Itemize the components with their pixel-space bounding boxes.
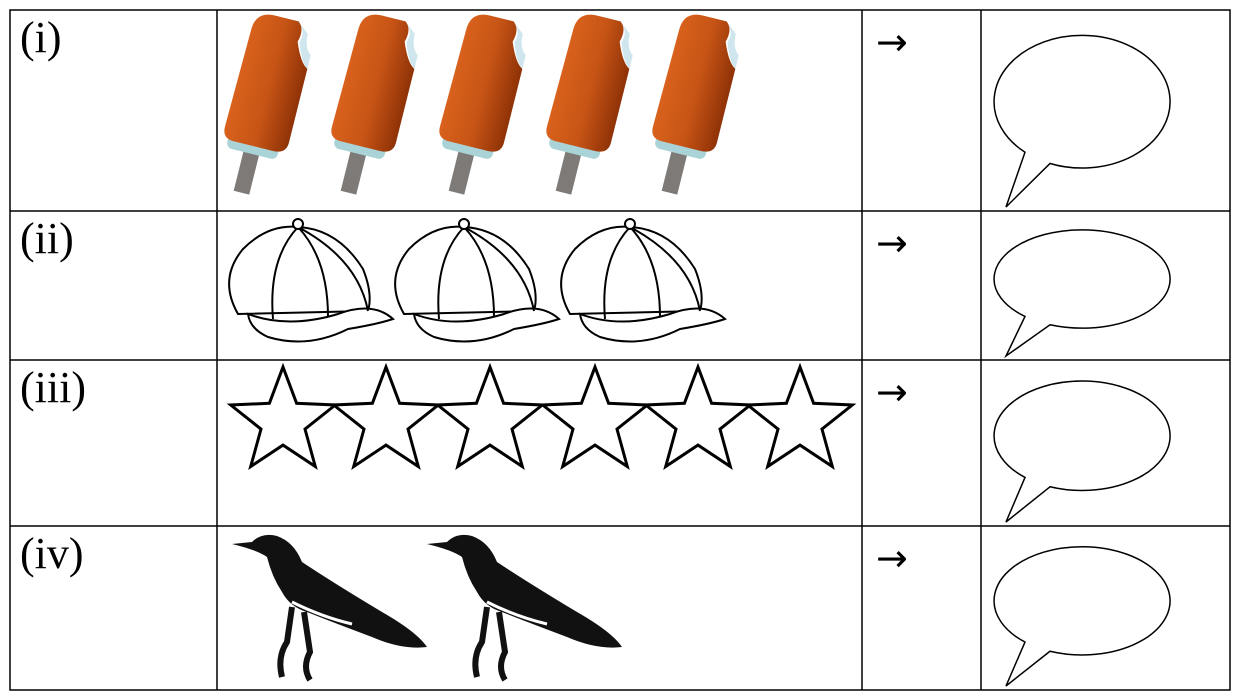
star xyxy=(226,362,340,470)
cap xyxy=(560,218,727,343)
popsicle-stick xyxy=(448,142,477,195)
popsicle xyxy=(331,14,418,195)
cap-button xyxy=(458,218,470,230)
cap-seams xyxy=(603,226,701,320)
bird-belly xyxy=(291,600,353,626)
popsicle-bite xyxy=(726,21,739,69)
cap-crown xyxy=(560,225,703,316)
bird-body xyxy=(427,534,622,648)
arrow: → xyxy=(876,221,908,265)
cap xyxy=(394,218,561,343)
popsicle-body xyxy=(546,14,630,152)
speech-bubble xyxy=(993,34,1171,208)
popsicle-stick xyxy=(233,142,262,195)
popsicle-body xyxy=(224,14,308,152)
cap xyxy=(228,218,395,343)
cap-button xyxy=(624,218,636,230)
row: (ii) → xyxy=(20,214,1171,359)
row-label: (ii) xyxy=(20,214,74,263)
popsicle-bite xyxy=(513,21,526,69)
popsicle-bite xyxy=(620,21,633,69)
bird-belly xyxy=(486,600,548,626)
popsicle-bite xyxy=(405,21,418,69)
cap-brim xyxy=(412,307,561,343)
row-label: (i) xyxy=(20,13,62,62)
popsicle-stick xyxy=(661,142,690,195)
popsicle xyxy=(652,14,739,195)
star xyxy=(329,362,443,470)
popsicle-body xyxy=(652,14,736,152)
bird-legs xyxy=(472,606,509,682)
bird-legs xyxy=(277,606,314,682)
arrow: → xyxy=(876,370,908,414)
row-label: (iii) xyxy=(20,363,86,412)
arrow: → xyxy=(876,20,908,64)
bird xyxy=(232,534,427,682)
row: (i) → xyxy=(20,13,1171,208)
cap-crown xyxy=(394,225,537,316)
row-label: (iv) xyxy=(20,529,84,578)
star xyxy=(743,362,857,470)
popsicle-stick xyxy=(555,142,584,195)
speech-bubble xyxy=(993,229,1171,359)
popsicle-stick xyxy=(340,142,369,195)
star xyxy=(641,362,755,470)
cap-seams xyxy=(271,226,369,320)
row: (iv) → xyxy=(20,529,1171,687)
popsicle xyxy=(224,14,311,195)
popsicle-bite xyxy=(298,21,311,69)
cap-brim xyxy=(578,307,727,343)
speech-bubble xyxy=(993,545,1171,687)
arrow: → xyxy=(876,536,908,580)
speech-bubble xyxy=(993,380,1171,523)
popsicle xyxy=(546,14,633,195)
cap-brim xyxy=(246,307,395,343)
bird-body xyxy=(232,534,427,648)
popsicle-body xyxy=(331,14,415,152)
popsicle xyxy=(439,14,526,195)
star xyxy=(433,362,547,470)
table-grid xyxy=(9,9,1231,691)
popsicle-body xyxy=(439,14,523,152)
bird xyxy=(427,534,622,682)
star xyxy=(538,362,652,470)
cap-button xyxy=(292,218,304,230)
cap-seams xyxy=(437,226,535,320)
row: (iii) → xyxy=(20,362,1171,523)
cap-crown xyxy=(228,225,371,316)
